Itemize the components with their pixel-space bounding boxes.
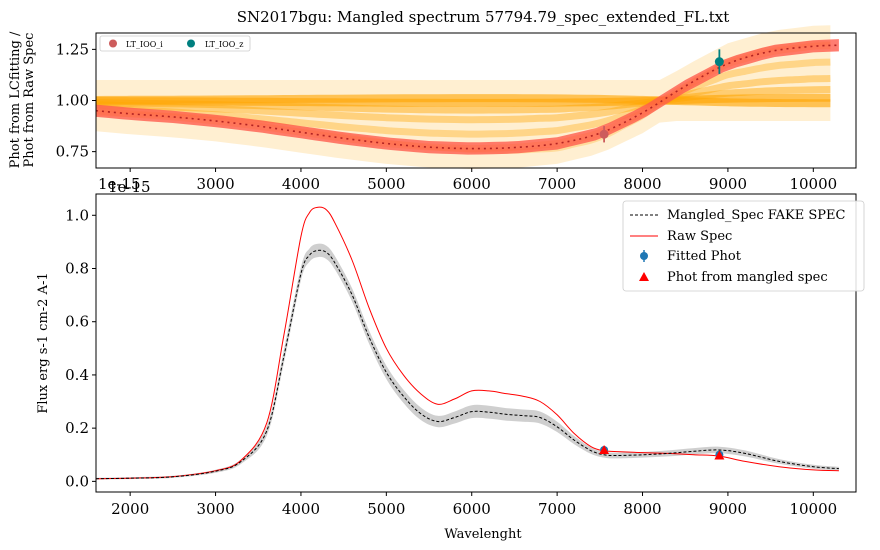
- top-xtick-label: 6000: [453, 175, 491, 193]
- bottom-ytick-label: 0.6: [65, 313, 89, 331]
- legend-fitted-marker: [640, 252, 648, 260]
- overlay-offset-text: 1e-15: [108, 178, 151, 196]
- top-point-LT_IOO_z: [714, 57, 724, 67]
- legend-mangled-label: Mangled_Spec FAKE SPEC: [667, 208, 846, 223]
- mangling-band: [96, 39, 839, 155]
- bottom-xtick-label: 2000: [111, 500, 149, 518]
- bottom-legend: Mangled_Spec FAKE SPEC Raw Spec Fitted P…: [622, 200, 865, 292]
- bottom-xtick-label: 4000: [282, 500, 320, 518]
- bottom-xtick-label: 5000: [367, 500, 405, 518]
- top-legend: LT_IOO_i LT_IOO_z: [99, 35, 251, 52]
- top-offset-text: 1e-15: [98, 175, 141, 193]
- bottom-legend-frame: [622, 200, 865, 292]
- bottom-xlabel: Wavelenght: [444, 527, 522, 542]
- top-ylabel-line2: Phot from Raw Spec: [22, 33, 37, 168]
- mangled-phot-point: [599, 444, 610, 454]
- bottom-xtick-label: 7000: [538, 500, 576, 518]
- bottom-ytick-label: 0.0: [65, 472, 89, 490]
- mangled-phot-point: [714, 450, 725, 460]
- top-xtick-label: 5000: [367, 175, 405, 193]
- top-xtick-label: 9000: [709, 175, 747, 193]
- bottom-ytick-label: 1.0: [65, 206, 89, 224]
- bottom-xtick-label: 10000: [789, 500, 837, 518]
- bottom-xtick-label: 3000: [196, 500, 234, 518]
- bottom-panel: 0.0 0.2 0.4 0.6 0.8 1.0 2000 3000 4000 5000 6000 7…: [36, 193, 865, 542]
- legend-fitted-label: Fitted Phot: [667, 249, 742, 264]
- top-xtick-label: 3000: [196, 175, 234, 193]
- bottom-xtick-label: 6000: [453, 500, 491, 518]
- sample-curve: [95, 75, 831, 124]
- bottom-xtick-label: 9000: [709, 500, 747, 518]
- top-legend-label-z: LT_IOO_z: [205, 40, 244, 49]
- top-title: SN2017bgu: Mangled spectrum 57794.79_spe…: [237, 8, 730, 26]
- top-panel: SN2017bgu: Mangled spectrum 57794.79_spe…: [8, 8, 857, 196]
- bottom-ylabel: Flux erg s-1 cm-2 A-1: [36, 272, 51, 413]
- top-point-LT_IOO_i: [599, 129, 609, 139]
- bottom-ytick-label: 0.8: [65, 260, 89, 278]
- mangled-spec-line: [95, 249, 839, 480]
- top-ytick-label: 1.00: [56, 92, 89, 110]
- mangled-band: [96, 243, 839, 480]
- bottom-ytick-label: 0.4: [65, 366, 89, 384]
- top-ytick-label: 1.25: [56, 40, 89, 58]
- legend-raw-label: Raw Spec: [667, 229, 732, 244]
- top-xtick-label: 10000: [789, 175, 837, 193]
- top-ylabel-line1: Phot from LCfitting /: [8, 31, 23, 168]
- top-legend-marker-i: [109, 39, 117, 48]
- raw-spec-line: [95, 206, 839, 480]
- top-legend-marker-z: [187, 39, 195, 48]
- legend-mangled-phot-marker: [639, 272, 649, 281]
- mangling-curve: [95, 44, 839, 150]
- legend-mangled-phot-label: Phot from mangled spec: [667, 270, 828, 285]
- top-legend-frame: [99, 35, 251, 52]
- top-xtick-label: 7000: [538, 175, 576, 193]
- bottom-axes-frame: [95, 193, 857, 493]
- bottom-ytick-label: 0.2: [65, 419, 89, 437]
- top-xtick-label: 4000: [282, 175, 320, 193]
- sample-curve: [95, 94, 831, 108]
- bottom-xtick-label: 8000: [623, 500, 661, 518]
- sample-curve: [95, 58, 831, 138]
- top-ytick-label: 0.75: [56, 143, 89, 161]
- top-legend-label-i: LT_IOO_i: [126, 40, 163, 49]
- top-xtick-label: 8000: [623, 175, 661, 193]
